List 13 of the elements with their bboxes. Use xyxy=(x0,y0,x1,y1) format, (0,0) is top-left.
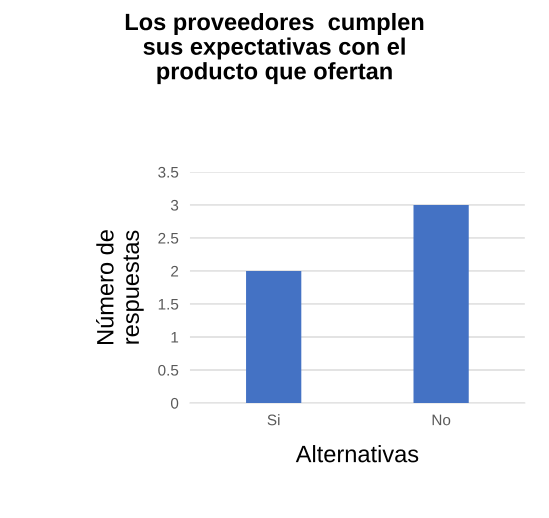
x-tick-label: No xyxy=(432,414,450,426)
y-tick-label: 1.5 xyxy=(158,299,178,310)
x-axis-title: Alternativas xyxy=(296,445,418,462)
y-tick-label: 0 xyxy=(170,398,178,409)
y-tick-label: 1 xyxy=(172,332,178,343)
chart-title: Los proveedores cumplen sus expectativas con el producto que ofertan xyxy=(126,12,424,84)
y-tick-label: 3.5 xyxy=(158,166,178,178)
x-tick-label: Si xyxy=(268,414,280,426)
y-tick-label: 0.5 xyxy=(158,364,178,376)
y-tick-label: 2 xyxy=(171,266,178,277)
y-tick-label: 3 xyxy=(170,200,178,211)
y-axis-title: Número de respuestas xyxy=(96,230,144,344)
y-tick-label: 2.5 xyxy=(158,232,178,244)
